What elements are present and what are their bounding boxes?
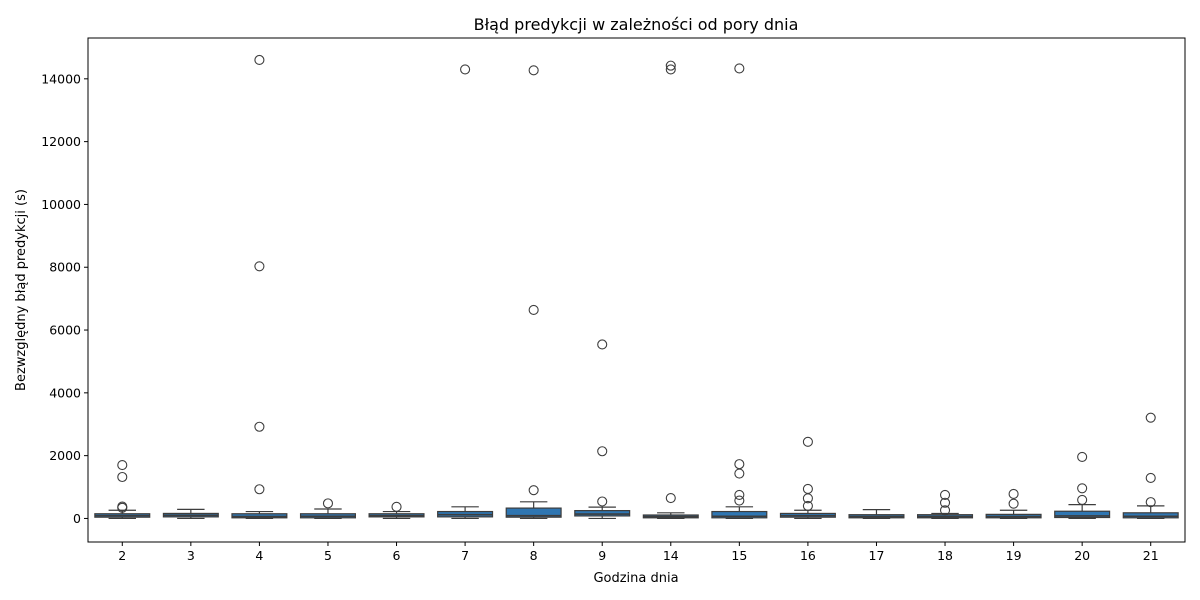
- outlier-point: [939, 489, 951, 500]
- outlier-point: [1145, 497, 1156, 508]
- outlier-point: [597, 446, 608, 457]
- box-group-18: [917, 489, 974, 520]
- box-group-8: [505, 65, 562, 520]
- outlier-point: [802, 436, 813, 447]
- outlier-point: [939, 505, 951, 516]
- y-tick-label: 10000: [41, 197, 81, 212]
- x-tick-label: 5: [324, 548, 332, 563]
- outlier-point: [254, 54, 265, 66]
- x-tick-label: 15: [731, 548, 747, 563]
- x-tick-label: 20: [1074, 548, 1090, 563]
- x-axis-label: Godzina dnia: [593, 571, 678, 586]
- box-group-15: [711, 63, 768, 520]
- outlier-point: [597, 339, 608, 350]
- outlier-point: [734, 468, 745, 479]
- outlier-point: [117, 471, 128, 483]
- x-axis: 2 3 4 5 6 7 8 9 14 15 16 17 18 19 20 21: [118, 542, 1159, 563]
- x-tick-label: 9: [598, 548, 606, 563]
- x-tick-label: 3: [187, 548, 195, 563]
- outlier-point: [734, 495, 745, 506]
- outlier-point: [391, 501, 402, 512]
- outlier-point: [460, 64, 471, 75]
- chart-title: Błąd predykcji w zależności od pory dnia: [474, 15, 799, 34]
- plot-frame: [87, 37, 1186, 543]
- plot-area: [94, 54, 1179, 520]
- box-group-2: [94, 460, 151, 520]
- y-tick-label: 4000: [49, 385, 81, 400]
- outlier-point: [1145, 412, 1156, 423]
- box-group-3: [162, 508, 219, 520]
- x-tick-label: 21: [1143, 548, 1159, 563]
- box-group-7: [437, 64, 494, 520]
- outlier-point: [322, 498, 334, 509]
- outlier-point: [254, 261, 265, 272]
- outlier-point: [1008, 488, 1019, 500]
- x-tick-label: 7: [461, 548, 469, 563]
- outlier-point: [254, 421, 265, 432]
- box-group-17: [848, 509, 905, 520]
- x-tick-label: 18: [937, 548, 953, 563]
- outlier-point: [665, 492, 676, 504]
- outlier-point: [734, 489, 745, 500]
- box-group-21: [1122, 412, 1179, 520]
- outlier-point: [1077, 483, 1088, 494]
- box-group-20: [1054, 451, 1111, 520]
- outlier-point: [939, 497, 951, 508]
- x-tick-label: 2: [118, 548, 126, 563]
- y-axis: 0 2000 4000 6000 8000 10000 12000 14000: [41, 71, 88, 526]
- y-axis-label: Bezwzględny błąd predykcji (s): [14, 189, 29, 391]
- box: [505, 507, 562, 518]
- box-group-16: [779, 436, 836, 520]
- outlier-point: [734, 459, 745, 470]
- outlier-point: [117, 460, 128, 471]
- box-group-5: [299, 498, 356, 520]
- outlier-point: [734, 63, 745, 74]
- y-tick-label: 6000: [49, 323, 81, 338]
- x-tick-label: 6: [393, 548, 401, 563]
- outlier-point: [802, 483, 813, 494]
- x-tick-label: 17: [869, 548, 885, 563]
- outlier-point: [1008, 498, 1019, 509]
- box-group-4: [231, 54, 288, 520]
- x-tick-label: 8: [530, 548, 538, 563]
- box-group-19: [985, 488, 1042, 520]
- outlier-point: [528, 485, 539, 496]
- box-group-6: [368, 501, 425, 520]
- y-tick-label: 14000: [41, 71, 81, 86]
- outlier-point: [665, 64, 676, 75]
- outlier-point: [665, 60, 676, 71]
- x-tick-label: 4: [255, 548, 263, 563]
- x-tick-label: 19: [1006, 548, 1022, 563]
- box-group-14: [642, 60, 699, 520]
- outlier-point: [528, 65, 539, 76]
- outlier-point: [597, 496, 608, 507]
- outlier-point: [1077, 494, 1088, 505]
- box: [1122, 512, 1179, 519]
- outlier-point: [117, 501, 128, 512]
- outlier-point: [1145, 472, 1156, 483]
- box-group-9: [574, 339, 631, 520]
- outlier-point: [528, 304, 539, 315]
- outlier-point: [1077, 451, 1088, 462]
- outlier-point: [254, 484, 265, 495]
- y-tick-label: 12000: [41, 134, 81, 149]
- box: [711, 510, 768, 519]
- outlier-point: [802, 500, 813, 511]
- y-tick-label: 2000: [49, 448, 81, 463]
- box: [1054, 510, 1111, 519]
- x-tick-label: 14: [663, 548, 679, 563]
- y-tick-label: 8000: [49, 260, 81, 275]
- x-tick-label: 16: [800, 548, 816, 563]
- y-tick-label: 0: [73, 511, 81, 526]
